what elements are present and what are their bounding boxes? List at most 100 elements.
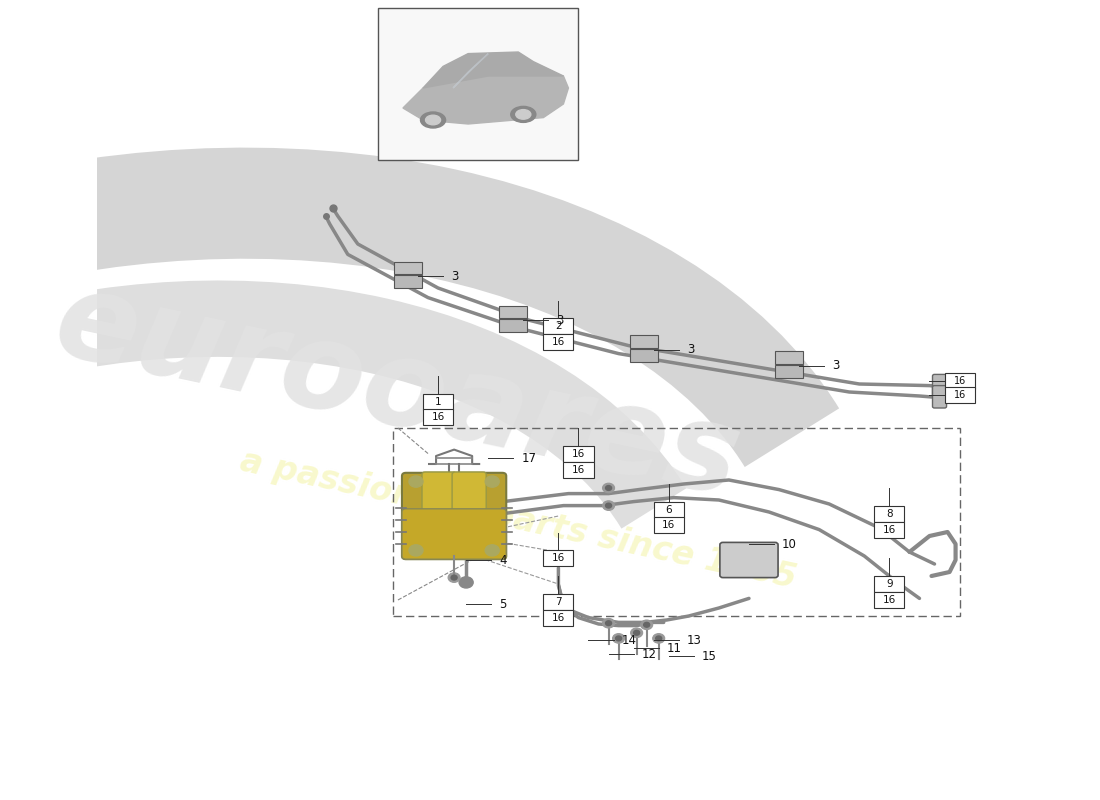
Text: 16: 16 xyxy=(883,595,896,605)
Text: 16: 16 xyxy=(431,412,444,422)
Text: 16: 16 xyxy=(572,449,585,458)
Bar xyxy=(874,522,904,538)
Text: 3: 3 xyxy=(686,343,694,356)
Text: 5: 5 xyxy=(499,598,507,610)
Circle shape xyxy=(605,621,612,626)
FancyBboxPatch shape xyxy=(499,306,527,318)
Bar xyxy=(543,610,573,626)
FancyBboxPatch shape xyxy=(452,472,486,510)
FancyBboxPatch shape xyxy=(933,374,946,397)
Text: 3: 3 xyxy=(557,314,564,326)
Text: 2: 2 xyxy=(556,322,562,331)
Text: 16: 16 xyxy=(552,554,565,563)
Text: 10: 10 xyxy=(782,538,796,550)
Circle shape xyxy=(603,501,615,510)
Ellipse shape xyxy=(420,112,446,128)
Circle shape xyxy=(448,573,460,582)
Circle shape xyxy=(572,449,584,458)
Text: 16: 16 xyxy=(552,338,565,347)
Text: 11: 11 xyxy=(667,642,682,654)
Circle shape xyxy=(572,465,584,474)
Text: 14: 14 xyxy=(621,634,637,646)
Bar xyxy=(424,394,453,410)
Text: 16: 16 xyxy=(954,376,966,386)
Circle shape xyxy=(603,618,615,628)
Circle shape xyxy=(575,451,582,456)
FancyBboxPatch shape xyxy=(402,473,506,559)
Text: 15: 15 xyxy=(702,650,717,662)
Text: 3: 3 xyxy=(451,270,459,282)
Circle shape xyxy=(485,545,499,556)
Bar xyxy=(945,387,975,403)
Text: eurooares: eurooares xyxy=(45,262,750,522)
Circle shape xyxy=(575,467,582,472)
Bar xyxy=(874,592,904,608)
FancyBboxPatch shape xyxy=(394,275,422,288)
Bar xyxy=(424,409,453,425)
Ellipse shape xyxy=(516,110,531,119)
Text: 4: 4 xyxy=(499,554,507,566)
Text: 16: 16 xyxy=(883,525,896,534)
Text: 3: 3 xyxy=(833,359,839,372)
FancyBboxPatch shape xyxy=(629,349,658,362)
FancyBboxPatch shape xyxy=(629,335,658,348)
Text: 7: 7 xyxy=(556,597,562,606)
Text: 9: 9 xyxy=(887,579,893,589)
Circle shape xyxy=(652,634,664,643)
Text: 17: 17 xyxy=(521,452,537,465)
Circle shape xyxy=(644,622,650,627)
Circle shape xyxy=(630,628,642,638)
Circle shape xyxy=(634,630,639,635)
Circle shape xyxy=(459,577,473,588)
Text: a passion for parts since 1985: a passion for parts since 1985 xyxy=(238,445,800,595)
Text: 16: 16 xyxy=(954,390,966,400)
Circle shape xyxy=(640,620,652,630)
Bar xyxy=(874,576,904,592)
Text: 16: 16 xyxy=(552,613,565,622)
FancyBboxPatch shape xyxy=(422,472,456,510)
Polygon shape xyxy=(424,52,563,88)
Circle shape xyxy=(605,486,612,490)
Text: 8: 8 xyxy=(887,509,893,518)
Bar xyxy=(563,462,594,478)
Bar xyxy=(653,502,684,518)
Bar xyxy=(393,428,959,616)
FancyBboxPatch shape xyxy=(776,351,803,364)
Circle shape xyxy=(613,634,625,643)
Circle shape xyxy=(603,483,615,493)
Bar xyxy=(543,334,573,350)
Circle shape xyxy=(605,503,612,508)
Circle shape xyxy=(485,476,499,487)
Ellipse shape xyxy=(426,115,441,125)
FancyBboxPatch shape xyxy=(394,262,422,274)
Circle shape xyxy=(616,636,622,641)
Circle shape xyxy=(451,575,458,580)
Text: 16: 16 xyxy=(662,520,675,530)
Circle shape xyxy=(656,636,662,641)
Text: 16: 16 xyxy=(572,465,585,474)
FancyBboxPatch shape xyxy=(402,509,506,559)
Text: 12: 12 xyxy=(641,648,657,661)
Text: 1: 1 xyxy=(434,397,441,406)
FancyBboxPatch shape xyxy=(499,319,527,332)
Polygon shape xyxy=(403,72,569,124)
Bar xyxy=(543,594,573,610)
Ellipse shape xyxy=(510,106,536,122)
Circle shape xyxy=(552,554,564,563)
Bar xyxy=(945,373,975,389)
Circle shape xyxy=(556,556,561,561)
Bar xyxy=(378,8,579,160)
Text: 6: 6 xyxy=(666,505,672,514)
FancyBboxPatch shape xyxy=(933,386,946,408)
Bar xyxy=(543,318,573,334)
Bar xyxy=(874,506,904,522)
Polygon shape xyxy=(453,54,488,88)
Circle shape xyxy=(409,476,424,487)
Bar xyxy=(563,446,594,462)
Text: 13: 13 xyxy=(686,634,702,646)
FancyBboxPatch shape xyxy=(719,542,778,578)
Bar xyxy=(543,550,573,566)
Circle shape xyxy=(409,545,424,556)
FancyBboxPatch shape xyxy=(776,365,803,378)
Bar xyxy=(653,517,684,533)
